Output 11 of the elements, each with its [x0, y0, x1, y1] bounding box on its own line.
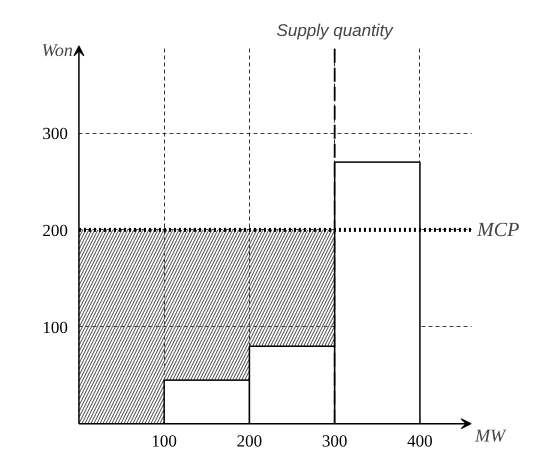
- y-axis-title: Won: [42, 40, 73, 60]
- x-axis-title: MW: [474, 426, 508, 446]
- y-tick-label: 200: [42, 220, 68, 240]
- x-tick-label: 400: [407, 432, 433, 451]
- ref-line-label: Supply quantity: [276, 20, 394, 40]
- y-tick-label: 100: [42, 318, 68, 337]
- x-tick-label: 100: [151, 432, 177, 451]
- x-tick-label: 200: [236, 432, 262, 451]
- ref-line-label: MCP: [476, 218, 520, 241]
- x-tick-label: 300: [322, 432, 348, 451]
- y-tick-label: 300: [42, 124, 68, 144]
